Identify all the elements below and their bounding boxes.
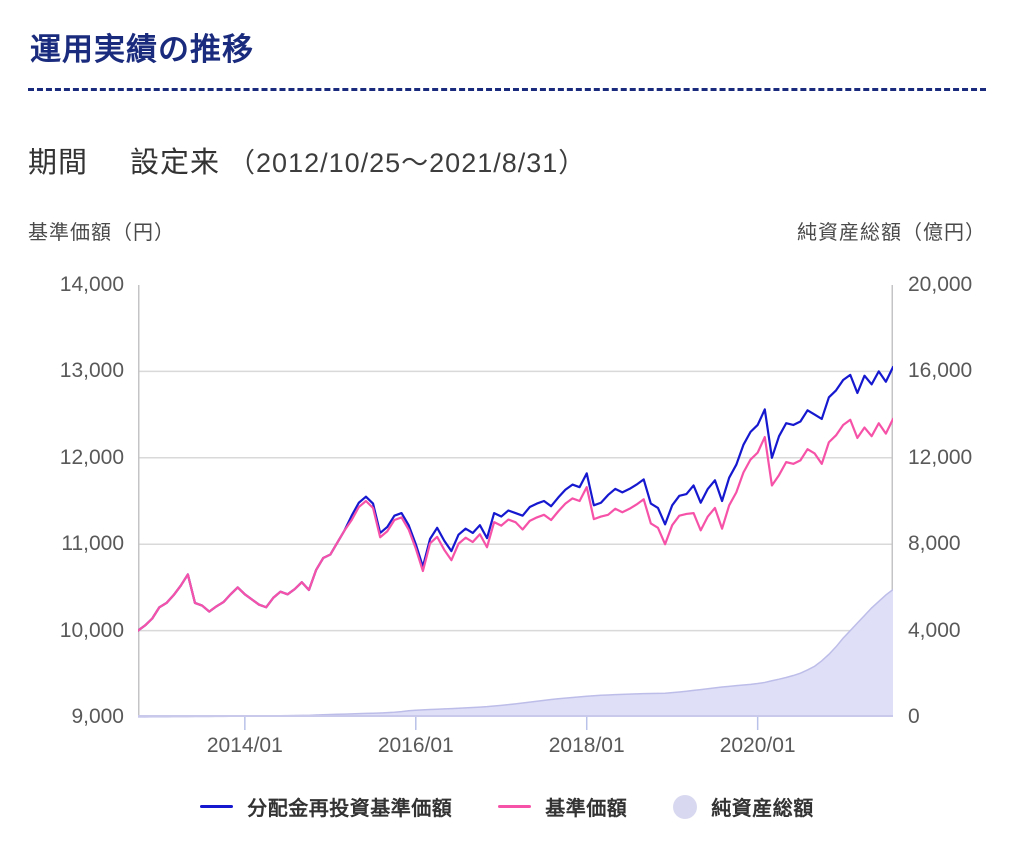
xtick-2016-01: 2016/01	[377, 734, 454, 757]
left-ytick-11000: 11,000	[61, 532, 124, 555]
right-ytick-16000: 16,000	[908, 359, 973, 382]
pink-line-swatch-icon	[498, 805, 532, 808]
xtick-2014-01: 2014/01	[206, 734, 283, 757]
left-axis-caption: 基準価額（円）	[28, 222, 175, 244]
area-circle-swatch-icon	[673, 794, 698, 819]
chart-legend: 分配金再投資基準価額 基準価額 純資産総額	[0, 792, 1014, 821]
blue-line-swatch-icon	[200, 805, 234, 808]
dashed-divider	[28, 88, 986, 91]
legend-item-net-assets: 純資産総額	[673, 792, 814, 821]
left-ytick-12000: 12,000	[59, 446, 124, 469]
performance-chart	[138, 285, 893, 730]
legend-label-nav: 基準価額	[545, 798, 628, 820]
period-label: 期間	[28, 147, 89, 179]
right-ytick-20000: 20,000	[908, 273, 973, 296]
right-ytick-12000: 12,000	[908, 446, 973, 469]
right-ytick-0: 0	[908, 705, 920, 728]
right-axis-caption: 純資産総額（億円）	[797, 222, 986, 244]
left-ytick-9000: 9,000	[71, 705, 124, 728]
left-ytick-14000: 14,000	[59, 273, 124, 296]
period-row: 期間 設定来 （2012/10/25〜2021/8/31）	[28, 139, 586, 181]
legend-item-reinvested: 分配金再投資基準価額	[200, 792, 452, 821]
xtick-2020-01: 2020/01	[719, 734, 796, 757]
period-value: 設定来	[130, 147, 221, 179]
right-ytick-4000: 4,000	[908, 619, 961, 642]
left-ytick-13000: 13,000	[59, 359, 124, 382]
xtick-2018-01: 2018/01	[548, 734, 625, 757]
right-ytick-8000: 8,000	[908, 532, 961, 555]
legend-item-nav: 基準価額	[498, 792, 627, 821]
left-ytick-10000: 10,000	[59, 619, 124, 642]
page-title: 運用実績の推移	[30, 32, 254, 67]
period-range: （2012/10/25〜2021/8/31）	[228, 148, 587, 178]
legend-label-reinvested: 分配金再投資基準価額	[247, 798, 453, 820]
legend-label-net-assets: 純資産総額	[711, 798, 814, 820]
